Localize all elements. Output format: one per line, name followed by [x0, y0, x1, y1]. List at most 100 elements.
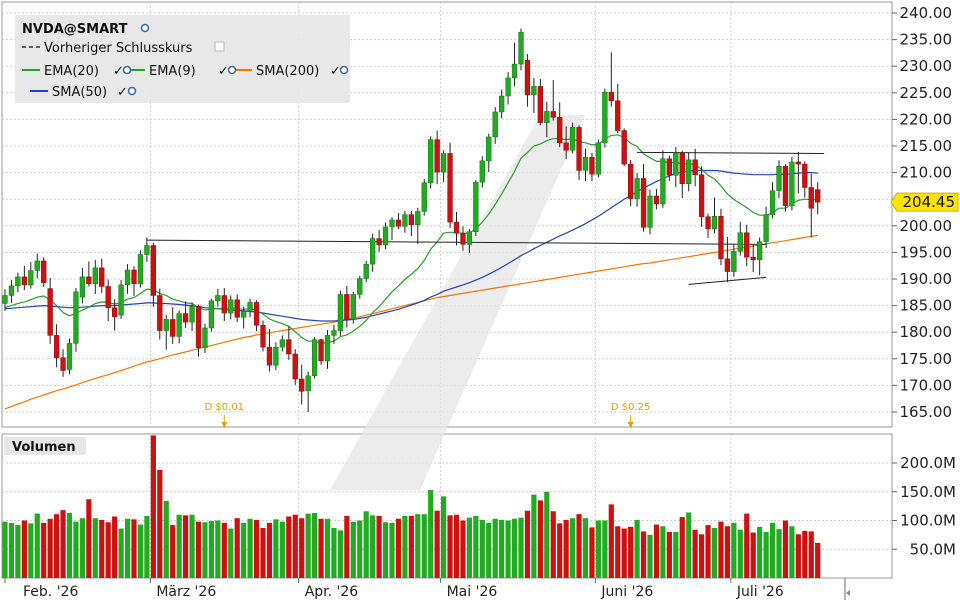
candle-body — [769, 190, 776, 215]
volume-bar — [570, 518, 576, 578]
candle-body — [415, 211, 421, 225]
legend-settings-ema9-icon[interactable] — [227, 65, 237, 75]
visibility-checkbox[interactable] — [214, 41, 225, 52]
candle-body — [389, 219, 395, 228]
candle-body — [486, 136, 492, 162]
legend-check-ema9: ✓ — [218, 64, 229, 79]
candle-body — [66, 343, 73, 370]
volume-bar — [376, 515, 382, 578]
last-price-marker — [890, 192, 959, 212]
candle-body — [2, 295, 8, 304]
candle-body — [144, 245, 150, 255]
candle-body — [8, 285, 15, 296]
candle-body — [253, 302, 260, 326]
sma200-line — [4, 234, 818, 410]
volume-bar — [789, 526, 795, 578]
volume-bar — [266, 522, 273, 578]
volume-bar — [86, 499, 92, 578]
scroll-arrow-icon[interactable] — [846, 590, 850, 596]
price-tick-label: 200.00 — [900, 217, 953, 235]
volume-bar — [621, 528, 627, 578]
volume-title-box — [4, 437, 86, 455]
candle-body — [505, 77, 511, 97]
legend-settings-sma200-icon[interactable] — [339, 65, 349, 75]
candle-body — [292, 353, 298, 380]
candle-body — [99, 267, 105, 287]
candle-body — [447, 153, 453, 223]
volume-bar — [782, 520, 789, 578]
volume-bar — [279, 521, 285, 578]
volume-bar — [105, 522, 111, 578]
legend-check-sma50: ✓ — [117, 85, 128, 100]
candle-body — [718, 215, 724, 260]
candle-body — [737, 232, 743, 252]
candle-body — [370, 238, 376, 265]
volume-bar — [2, 521, 8, 578]
volume-bar — [441, 496, 447, 578]
month-tick-label: Juli '26 — [736, 584, 784, 600]
volume-bar — [54, 514, 60, 578]
candle-body — [92, 267, 98, 285]
volume-bar — [718, 521, 724, 578]
volume-bar — [647, 534, 653, 578]
volume-bar — [499, 519, 505, 578]
candle-body — [750, 256, 756, 261]
volume-bar — [744, 513, 750, 578]
candle-body — [247, 302, 253, 312]
last-price-label: 204.45 — [903, 193, 956, 211]
candle-body — [802, 163, 808, 188]
volume-bar — [34, 513, 40, 578]
candle-body — [666, 158, 673, 176]
candle-body — [131, 269, 137, 285]
volume-bar — [415, 514, 421, 578]
price-tick-label: 240.00 — [900, 4, 953, 22]
volume-bar — [15, 525, 21, 578]
candle-body — [311, 339, 318, 377]
legend-settings-ema20-icon[interactable] — [122, 65, 132, 75]
candle-body — [647, 195, 653, 228]
month-tick-label: Mai '26 — [447, 584, 498, 600]
dividend-arrow-icon — [627, 422, 634, 428]
volume-bar — [144, 515, 150, 578]
candle-body — [731, 251, 737, 272]
candle-body — [757, 241, 763, 261]
volume-bar — [21, 520, 27, 578]
volume-bar — [699, 534, 705, 578]
candle-body — [621, 130, 627, 165]
volume-bar — [686, 512, 692, 578]
volume-bar — [195, 521, 202, 578]
volume-bar — [473, 515, 479, 578]
volume-bar — [260, 527, 266, 578]
month-tick-label: Feb. '26 — [23, 584, 78, 600]
legend-settings-sma50-icon[interactable] — [127, 86, 137, 96]
volume-bar — [589, 527, 595, 578]
candle-body — [21, 276, 28, 286]
volume-bar — [511, 518, 518, 578]
month-tick-label: Juni '26 — [600, 584, 653, 600]
dividend-label: D $0.01 — [205, 402, 245, 413]
candle-body — [531, 86, 537, 96]
candle-body — [421, 182, 427, 212]
volume-bar — [479, 519, 485, 578]
watermark-logo — [330, 115, 585, 490]
candle-body — [228, 299, 234, 314]
volume-bar — [679, 517, 685, 578]
volume-bar — [337, 530, 343, 578]
price-tick-label: 170.00 — [900, 376, 953, 394]
price-tick-label: 195.00 — [900, 243, 953, 261]
candle-body — [279, 339, 286, 348]
candle-body — [434, 139, 440, 173]
candle-body — [550, 111, 556, 118]
volume-bar — [428, 490, 434, 578]
settings-icon[interactable] — [140, 23, 150, 33]
legend-label-ema20: EMA(20) — [44, 64, 99, 79]
volume-bar — [595, 520, 601, 578]
candle-body — [544, 111, 550, 123]
candle-body — [815, 189, 821, 203]
volume-bar — [776, 529, 782, 578]
candle-body — [170, 319, 176, 337]
candle-body — [286, 339, 292, 355]
price-tick-label: 190.00 — [900, 270, 953, 288]
volume-bar — [537, 500, 543, 578]
candle-body — [34, 260, 40, 271]
